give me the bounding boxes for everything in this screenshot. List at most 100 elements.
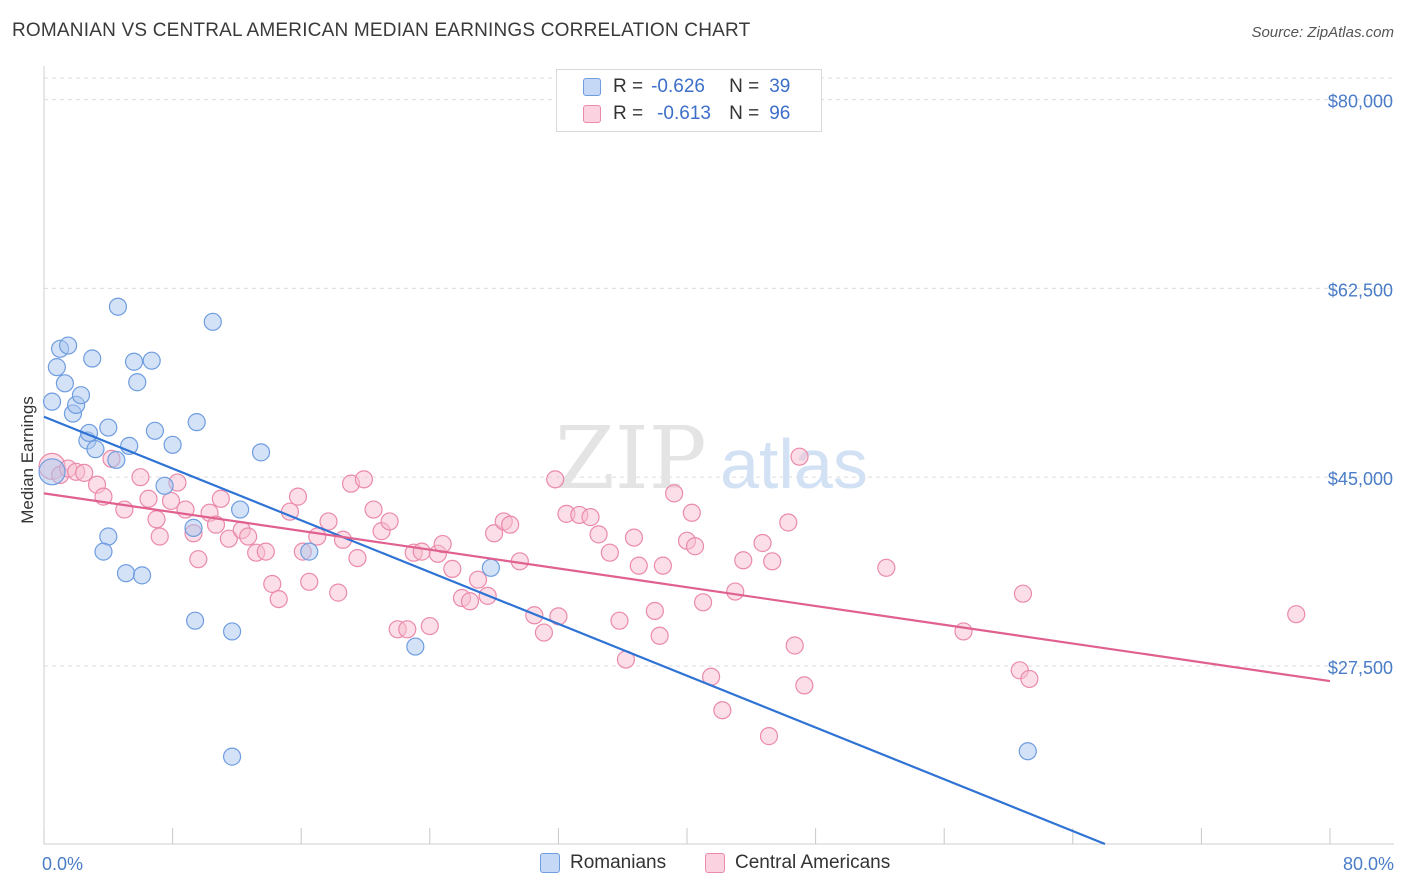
central-americans-point [206, 515, 226, 534]
central-americans-point [468, 570, 488, 589]
central-americans-point [790, 447, 809, 466]
central-americans-point [189, 550, 208, 569]
y-axis-label: Median Earnings [18, 396, 37, 524]
romanians-point [94, 542, 113, 561]
central-americans-point [139, 489, 158, 508]
romanians-point [186, 611, 205, 630]
series-swatch-romanians [540, 853, 560, 873]
central-americans-point [147, 510, 166, 529]
central-americans-point [785, 636, 804, 655]
central-americans-point [534, 623, 554, 642]
central-americans-point [629, 556, 648, 575]
y-tick-label: $62,500 [1328, 280, 1393, 300]
central-americans-point [308, 527, 327, 546]
central-americans-point [263, 574, 282, 594]
romanians-trend-line [43, 415, 1106, 846]
series-legend-romanians[interactable]: Romanians [540, 852, 666, 874]
y-tick-label: $27,500 [1328, 658, 1393, 678]
central-americans-point [485, 524, 504, 543]
central-americans-point [726, 582, 745, 601]
romanians-points [38, 297, 1037, 766]
romanians-point [71, 386, 91, 405]
central-americans-point [610, 611, 629, 630]
romanians-point [231, 500, 250, 519]
legend-n-value: 39 [769, 76, 791, 97]
central-americans-point [581, 508, 600, 527]
romanians-point [132, 566, 152, 585]
central-americans-trend-line [43, 492, 1331, 683]
central-americans-point [954, 622, 973, 641]
romanians-point [108, 297, 128, 316]
central-americans-point [779, 513, 798, 532]
romanians-point [300, 542, 319, 561]
axes [43, 66, 1394, 845]
central-americans-point [650, 626, 669, 645]
romanians-point [107, 450, 126, 470]
chart-title: ROMANIAN VS CENTRAL AMERICAN MEDIAN EARN… [12, 20, 751, 41]
legend-r-label: R = [613, 76, 644, 97]
tick-labels: $80,000 $62,500 $45,000 $27,500 0.0% 80.0% [42, 92, 1394, 874]
series-legend-central-americans[interactable]: Central Americans [705, 852, 890, 874]
central-americans-point [713, 701, 732, 720]
romanians-point [47, 358, 66, 377]
central-americans-point [645, 601, 664, 621]
central-americans-point [653, 556, 672, 575]
central-americans-point [269, 589, 288, 609]
central-americans-point [1020, 669, 1039, 689]
romanians-point [99, 527, 118, 546]
central-americans-point [443, 559, 462, 578]
watermark-atlas: atlas [720, 425, 868, 503]
legend-row-romanians: R = -0.626 N = 39 [583, 75, 790, 99]
romanians-point [128, 373, 147, 392]
central-americans-point [795, 676, 814, 695]
x-tick-label: 80.0% [1343, 854, 1394, 874]
romanians-point [222, 622, 242, 641]
legend-r-label: R = [613, 103, 644, 124]
romanians-point [42, 392, 62, 411]
series-legend: Romanians Central Americans [0, 852, 1406, 878]
central-americans-point [256, 542, 275, 561]
romanians-point [1018, 742, 1037, 761]
central-americans-point [763, 552, 782, 571]
central-americans-point [239, 527, 258, 546]
romanians-point [99, 418, 118, 437]
central-americans-point [319, 512, 338, 531]
romanians-point [187, 413, 206, 432]
romanians-point [86, 440, 105, 459]
trend-lines [43, 415, 1331, 846]
watermark: ZIP atlas [555, 409, 868, 509]
central-americans-point [600, 543, 619, 562]
central-americans-point [354, 470, 373, 489]
series-label-romanians: Romanians [570, 852, 667, 873]
central-americans-point [460, 592, 480, 611]
romanians-point [155, 476, 174, 495]
central-americans-point [420, 616, 439, 636]
central-americans-point [288, 487, 308, 506]
central-americans-point [161, 491, 181, 511]
central-americans-points [38, 447, 1306, 746]
central-americans-point [211, 489, 230, 508]
watermark-zip: ZIP [555, 409, 707, 509]
central-americans-point [589, 525, 608, 544]
central-americans-point [329, 583, 348, 602]
romanians-point [124, 352, 144, 371]
romanians-point [59, 336, 78, 355]
grid-lines [44, 77, 1394, 667]
central-americans-point [665, 484, 684, 503]
central-americans-point [624, 528, 644, 547]
romanians-point [481, 558, 500, 577]
central-americans-point [759, 727, 779, 746]
legend-n-label: N = [729, 103, 760, 124]
central-americans-point [348, 548, 367, 568]
central-americans-point [131, 468, 150, 487]
romanians-point [142, 351, 161, 370]
y-tick-label: $45,000 [1328, 469, 1393, 489]
central-americans-point [1013, 584, 1033, 603]
central-americans-point [685, 537, 705, 556]
central-americans-point [380, 512, 399, 531]
romanians-point [251, 443, 271, 462]
y-tick-label: $80,000 [1328, 92, 1393, 112]
central-americans-point [412, 542, 431, 561]
legend-row-central-americans: R = -0.613 N = 96 [583, 102, 790, 126]
central-americans-point [75, 463, 94, 482]
